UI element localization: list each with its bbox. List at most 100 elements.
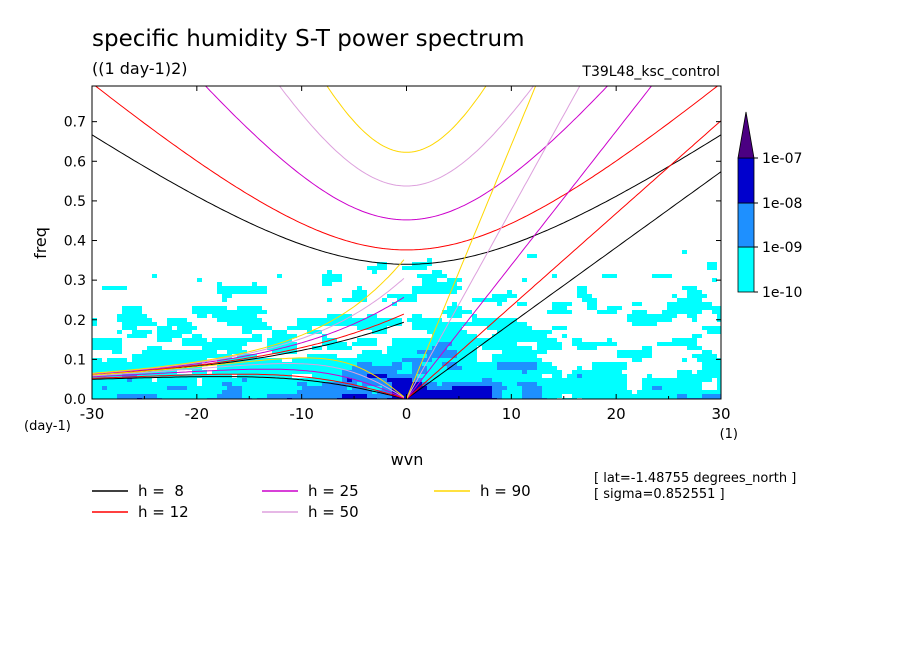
power-cell xyxy=(302,386,307,390)
power-cell xyxy=(432,326,437,330)
power-cell xyxy=(282,386,287,390)
power-cell xyxy=(422,378,427,382)
power-cell xyxy=(387,362,392,366)
power-cell xyxy=(247,358,252,362)
power-cell xyxy=(197,386,202,390)
power-cell xyxy=(532,374,537,378)
power-cell xyxy=(522,374,527,378)
power-cell xyxy=(127,318,132,322)
dataset-label: T39L48_ksc_control xyxy=(581,64,720,80)
power-cell xyxy=(657,382,662,386)
power-cell xyxy=(142,354,147,358)
power-cell xyxy=(122,306,127,310)
power-cell xyxy=(162,326,167,330)
power-cell xyxy=(642,386,647,390)
power-cell xyxy=(702,306,707,310)
power-cell xyxy=(347,314,352,318)
power-cell xyxy=(137,366,142,370)
power-cell xyxy=(597,342,602,346)
power-cell xyxy=(202,386,207,390)
power-cell xyxy=(377,390,382,394)
power-cell xyxy=(432,322,437,326)
power-cell xyxy=(612,366,617,370)
power-cell xyxy=(112,386,117,390)
power-cell xyxy=(382,362,387,366)
power-cell xyxy=(652,314,657,318)
power-cell xyxy=(472,314,477,318)
power-cell xyxy=(162,354,167,358)
power-cell xyxy=(357,298,362,302)
power-cell xyxy=(242,350,247,354)
power-cell xyxy=(422,326,427,330)
power-cell xyxy=(497,318,502,322)
power-cell xyxy=(237,378,242,382)
power-cell xyxy=(402,358,407,362)
power-cell xyxy=(172,370,177,374)
power-cell xyxy=(622,378,627,382)
power-cell xyxy=(227,386,232,390)
power-cell xyxy=(307,370,312,374)
y-tick-label: 0.3 xyxy=(64,273,86,289)
power-cell xyxy=(597,362,602,366)
power-cell xyxy=(667,390,672,394)
power-cell xyxy=(592,346,597,350)
power-cell xyxy=(392,318,397,322)
power-cell xyxy=(102,378,107,382)
power-cell xyxy=(282,382,287,386)
power-cell xyxy=(502,374,507,378)
power-cell xyxy=(582,386,587,390)
power-cell xyxy=(507,394,512,398)
power-cell xyxy=(562,306,567,310)
power-cell xyxy=(572,378,577,382)
power-cell xyxy=(482,346,487,350)
power-cell xyxy=(187,322,192,326)
power-cell xyxy=(492,338,497,342)
power-cell xyxy=(527,386,532,390)
power-cell xyxy=(577,378,582,382)
power-cell xyxy=(697,334,702,338)
power-cell xyxy=(437,382,442,386)
power-cell xyxy=(272,386,277,390)
power-cell xyxy=(342,358,347,362)
power-cell xyxy=(422,346,427,350)
power-cell xyxy=(422,274,427,278)
power-cell xyxy=(327,374,332,378)
power-cell xyxy=(507,370,512,374)
power-cell xyxy=(437,394,442,398)
power-cell xyxy=(327,270,332,274)
power-cell xyxy=(527,254,532,258)
power-cell xyxy=(417,322,422,326)
power-cell xyxy=(697,354,702,358)
power-cell xyxy=(237,386,242,390)
power-cell xyxy=(442,290,447,294)
power-cell xyxy=(247,322,252,326)
power-cell xyxy=(427,258,432,262)
power-cell xyxy=(227,342,232,346)
power-cell xyxy=(262,366,267,370)
power-cell xyxy=(367,370,372,374)
power-cell xyxy=(382,298,387,302)
power-cell xyxy=(662,274,667,278)
power-cell xyxy=(317,382,322,386)
power-cell xyxy=(402,366,407,370)
power-cell xyxy=(137,334,142,338)
power-cell xyxy=(362,342,367,346)
power-cell xyxy=(412,266,417,270)
power-cell xyxy=(177,394,182,398)
power-cell xyxy=(512,326,517,330)
power-cell xyxy=(292,342,297,346)
y-tick-label: 0.0 xyxy=(64,392,86,408)
power-cell xyxy=(132,354,137,358)
power-cell xyxy=(417,346,422,350)
power-cell xyxy=(412,386,417,390)
power-cell xyxy=(137,322,142,326)
power-cell xyxy=(527,362,532,366)
power-cell xyxy=(167,370,172,374)
power-cell xyxy=(317,386,322,390)
power-cell xyxy=(92,366,97,370)
power-cell xyxy=(272,358,277,362)
power-cell xyxy=(577,386,582,390)
power-cell xyxy=(317,374,322,378)
power-cell xyxy=(197,338,202,342)
power-cell xyxy=(682,382,687,386)
